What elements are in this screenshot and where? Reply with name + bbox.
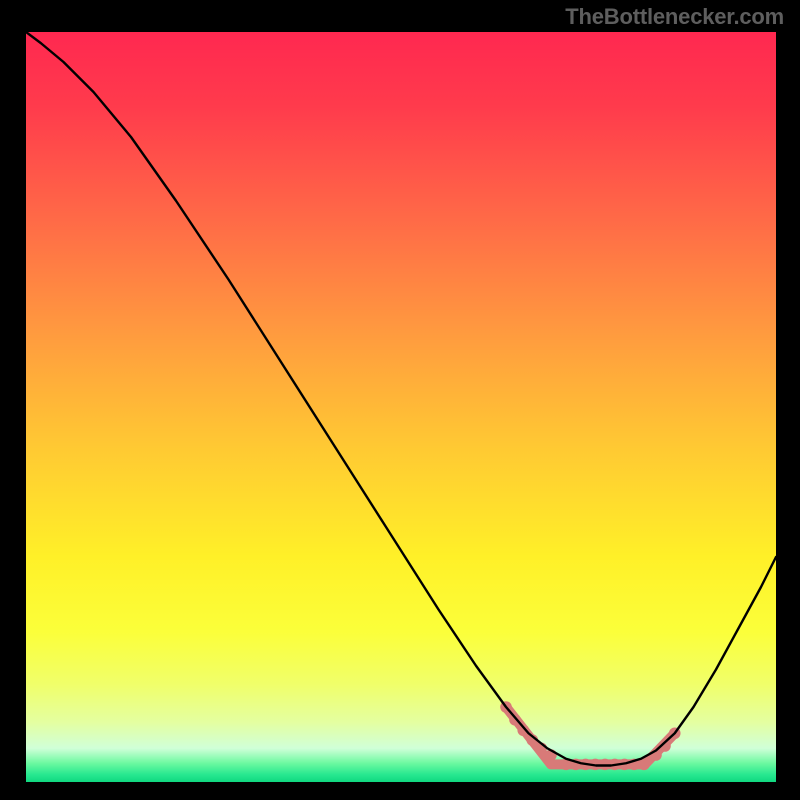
curve-layer [26, 32, 776, 782]
chart-root: TheBottlenecker.com [0, 0, 800, 800]
bottleneck-curve [26, 32, 776, 766]
attribution-text: TheBottlenecker.com [565, 4, 784, 30]
plot-area [26, 32, 776, 782]
